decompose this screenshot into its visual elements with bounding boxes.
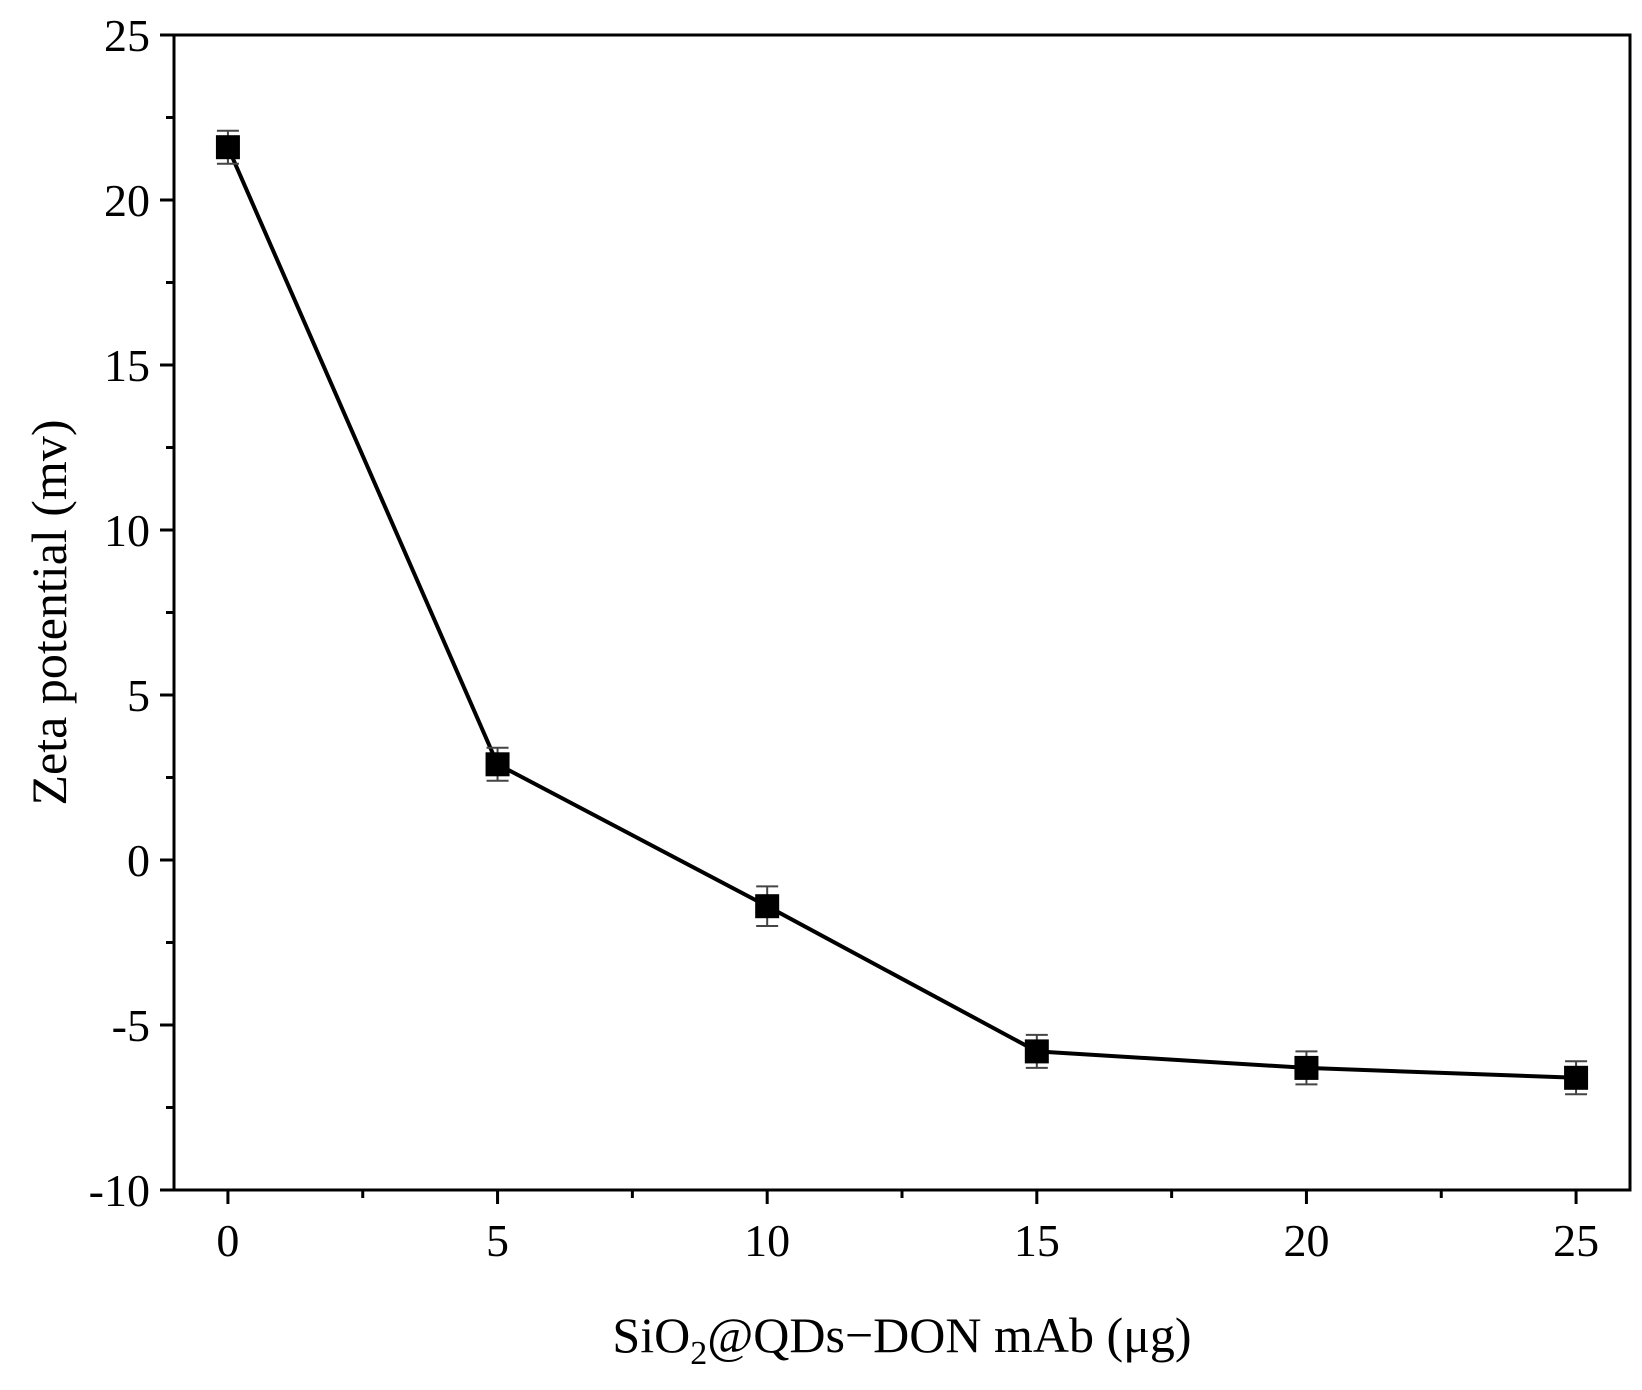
y-tick-label: 15 bbox=[104, 340, 150, 391]
data-point-marker bbox=[1564, 1065, 1589, 1090]
y-tick-label: 20 bbox=[104, 175, 150, 226]
x-tick-label: 0 bbox=[216, 1215, 239, 1266]
x-tick-label: 10 bbox=[744, 1215, 790, 1266]
y-tick-label: 25 bbox=[104, 10, 150, 61]
y-tick-label: -10 bbox=[89, 1165, 150, 1216]
x-axis-title-part: SiO bbox=[612, 1307, 690, 1363]
x-tick-label: 25 bbox=[1553, 1215, 1599, 1266]
x-tick-label: 20 bbox=[1283, 1215, 1329, 1266]
y-tick-label: -5 bbox=[112, 1000, 150, 1051]
data-point-marker bbox=[1294, 1055, 1319, 1080]
x-axis-title-subscript: 2 bbox=[690, 1335, 707, 1372]
x-axis-title-part: @QDs−DON mAb (μg) bbox=[707, 1307, 1191, 1363]
data-point-marker bbox=[1024, 1039, 1049, 1064]
x-tick-label: 15 bbox=[1014, 1215, 1060, 1266]
data-point-marker bbox=[755, 894, 780, 919]
y-tick-label: 0 bbox=[127, 835, 150, 886]
series-line bbox=[226, 146, 1577, 1080]
y-tick-label: 5 bbox=[127, 670, 150, 721]
y-tick-label: 10 bbox=[104, 505, 150, 556]
x-tick-label: 5 bbox=[486, 1215, 509, 1266]
data-point-marker bbox=[215, 135, 240, 160]
y-axis-title: Zeta potential (mv) bbox=[21, 420, 77, 806]
x-axis-title: SiO2@QDs−DON mAb (μg) bbox=[612, 1307, 1191, 1372]
plot-frame bbox=[172, 33, 1632, 1192]
data-point-marker bbox=[485, 752, 510, 777]
